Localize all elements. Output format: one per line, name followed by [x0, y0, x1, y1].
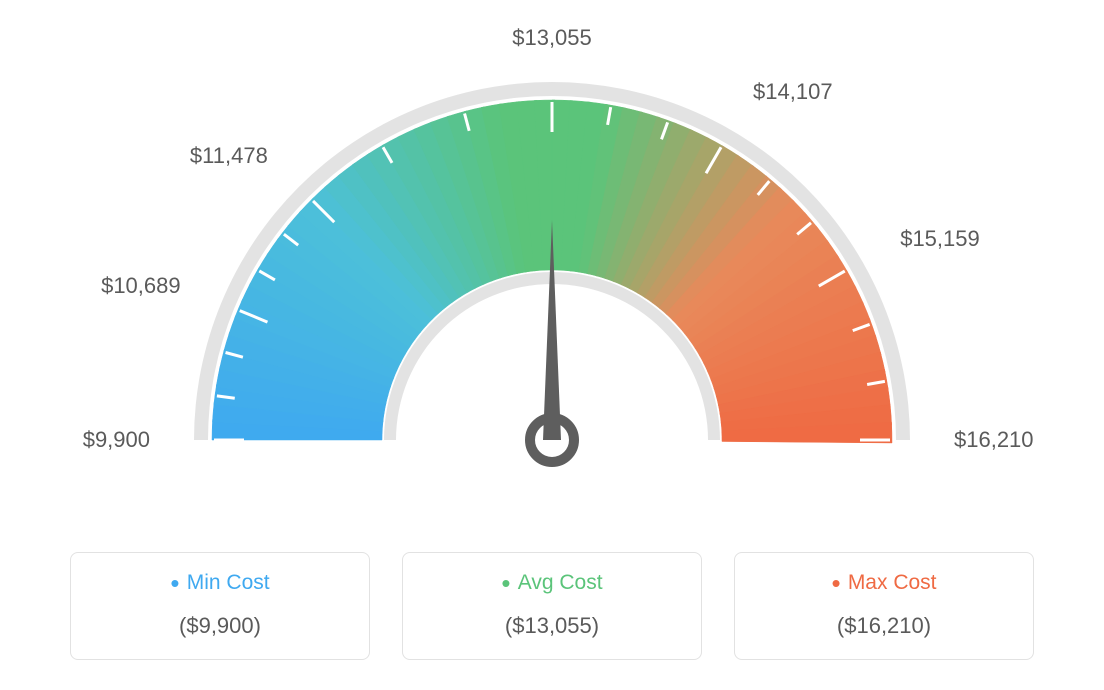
legend-title-min: Min Cost	[81, 571, 359, 595]
gauge-svg	[172, 60, 932, 520]
legend-card-min: Min Cost ($9,900)	[70, 552, 370, 660]
legend-card-max: Max Cost ($16,210)	[734, 552, 1034, 660]
gauge-tick-label: $14,107	[753, 79, 833, 105]
gauge-tick-label: $13,055	[512, 25, 592, 51]
gauge-chart	[172, 60, 932, 525]
gauge-tick-label: $15,159	[900, 226, 980, 252]
legend-card-avg: Avg Cost ($13,055)	[402, 552, 702, 660]
legend-value-max: ($16,210)	[745, 613, 1023, 639]
legend-value-avg: ($13,055)	[413, 613, 691, 639]
gauge-tick-label: $10,689	[101, 273, 181, 299]
legend-title-max: Max Cost	[745, 571, 1023, 595]
chart-container: $9,900 $10,689 $11,478 $13,055 $14,107 $15,15…	[0, 0, 1104, 690]
legend-value-min: ($9,900)	[81, 613, 359, 639]
gauge-tick-label: $9,900	[83, 427, 150, 453]
gauge-tick-label: $11,478	[190, 143, 268, 169]
legend-row: Min Cost ($9,900) Avg Cost ($13,055) Max…	[0, 552, 1104, 660]
legend-title-avg: Avg Cost	[413, 571, 691, 595]
gauge-tick-label: $16,210	[954, 427, 1034, 453]
